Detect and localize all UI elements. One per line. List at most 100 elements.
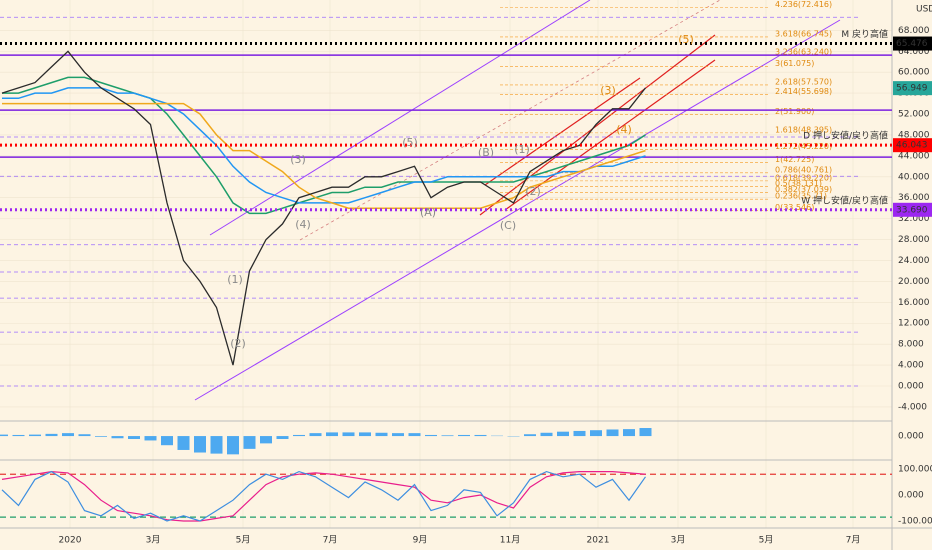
level-value: 33.690 xyxy=(896,205,928,215)
level-value: 65.476 xyxy=(896,39,928,49)
macd-bar xyxy=(0,434,8,437)
wave-label: (A) xyxy=(420,206,436,219)
wave-label: (C) xyxy=(500,219,516,232)
x-tick-label: 5月 xyxy=(759,535,774,546)
y-tick-label: 0.000 xyxy=(898,382,924,392)
grid xyxy=(0,0,892,528)
macd-bar xyxy=(161,436,173,446)
macd-bar xyxy=(606,429,619,437)
macd-bar xyxy=(326,432,338,437)
fib-label: 1.618(48.395) xyxy=(775,125,832,134)
macd-bar xyxy=(441,435,454,437)
x-tick-label: 11月 xyxy=(500,535,520,546)
macd-bar xyxy=(359,432,371,437)
fib-label: 0.5(38.131) xyxy=(775,179,822,188)
wave-label: (4) xyxy=(295,218,311,231)
macd-bar xyxy=(309,433,322,437)
osc-tick-label: 100.000 xyxy=(898,465,932,475)
wave-label: (3) xyxy=(290,153,306,166)
macd-bar xyxy=(408,433,421,437)
moving-average xyxy=(2,76,646,215)
y-tick-label: -4.000 xyxy=(898,402,927,412)
moving-average xyxy=(2,87,646,204)
macd-bar xyxy=(425,434,437,437)
wave-label: (2) xyxy=(230,337,246,350)
y-tick-label: 60.000 xyxy=(898,68,930,78)
fib-label: 4.236(72.416) xyxy=(775,0,832,9)
price-value: 56.949 xyxy=(896,84,928,94)
x-tick-label: 7月 xyxy=(846,535,861,546)
macd-bar xyxy=(392,433,404,437)
level-name: D 押し安値/戻り高値 xyxy=(803,130,888,142)
oscillator-line xyxy=(1,470,646,522)
fib-label: 0.618(39.220) xyxy=(775,173,832,182)
level-name: W 押し安値/戻り高値 xyxy=(801,194,888,206)
oscillator-line xyxy=(1,470,646,522)
y-tick-label: 48.000 xyxy=(898,130,930,140)
fib-label: 0(33.546) xyxy=(775,203,814,212)
osc-tick-label: 0.000 xyxy=(898,491,924,501)
channels xyxy=(194,0,841,401)
macd-bar xyxy=(95,436,107,437)
macd-bar xyxy=(227,436,239,455)
fib-label: 3.236(63.240) xyxy=(775,48,832,57)
macd-bar xyxy=(623,429,635,437)
wave-label: (5) xyxy=(402,136,418,149)
y-tick-label: 12.000 xyxy=(898,319,930,329)
x-tick-label: 3月 xyxy=(146,535,161,546)
x-tick-label: 2020 xyxy=(59,536,82,546)
macd-tick-label: 0.000 xyxy=(898,432,924,442)
macd-bar xyxy=(243,436,256,449)
y-tick-label: 64.000 xyxy=(898,47,930,57)
fib-label: 2(51.900) xyxy=(775,107,814,116)
fib-label: 0.236(35.71) xyxy=(775,192,827,201)
y-tick-label: 8.000 xyxy=(898,340,924,350)
macd-bar xyxy=(177,436,190,450)
wave-label: (5) xyxy=(678,33,694,46)
macd-bar xyxy=(144,436,157,441)
macd-bar xyxy=(557,431,569,437)
macd-bar xyxy=(260,436,272,444)
level-tag xyxy=(893,202,932,217)
macd-bar xyxy=(293,434,305,437)
macd-bar xyxy=(375,432,388,437)
price-line xyxy=(1,50,647,366)
macd-bar xyxy=(45,433,58,437)
macd-bar xyxy=(194,436,206,453)
moving-average xyxy=(2,102,646,209)
x-tick-label: 7月 xyxy=(323,535,338,546)
level-value: 46.043 xyxy=(896,141,928,151)
y-tick-label: 28.000 xyxy=(898,235,930,245)
level-tag xyxy=(893,36,932,51)
fib-label: 3.618(66.745) xyxy=(775,29,832,38)
fib-label: 3(61.075) xyxy=(775,59,814,68)
macd-bar xyxy=(62,433,74,437)
x-tick-label: 2021 xyxy=(587,536,610,546)
macd-bar xyxy=(111,436,124,439)
level-name: M 戻り高値 xyxy=(841,28,888,40)
level-tag xyxy=(893,138,932,153)
macd-bar xyxy=(342,432,355,437)
macd-bar xyxy=(639,428,652,437)
x-tick-label: 9月 xyxy=(413,535,428,546)
channel-line xyxy=(194,19,841,401)
y-tick-label: 68.000 xyxy=(898,26,930,36)
macd-bar xyxy=(210,436,223,454)
macd-bar xyxy=(474,434,487,437)
x-tick-label: 5月 xyxy=(236,535,251,546)
y-tick-label: 40.000 xyxy=(898,172,930,182)
macd-bar xyxy=(29,434,41,437)
price-tag xyxy=(893,81,932,96)
osc-tick-label: -100.000 xyxy=(898,517,932,527)
y-tick-label: 16.000 xyxy=(898,298,930,308)
macd-bar xyxy=(128,436,140,439)
y-tick-label: 36.000 xyxy=(898,193,930,203)
y-tick-label: 24.000 xyxy=(898,256,930,266)
macd-bar xyxy=(524,434,536,437)
wave-label: (B) xyxy=(478,146,494,159)
y-tick-label: 52.000 xyxy=(898,110,930,120)
wave-label: (4) xyxy=(616,123,632,136)
y-tick-label: 4.000 xyxy=(898,361,924,371)
